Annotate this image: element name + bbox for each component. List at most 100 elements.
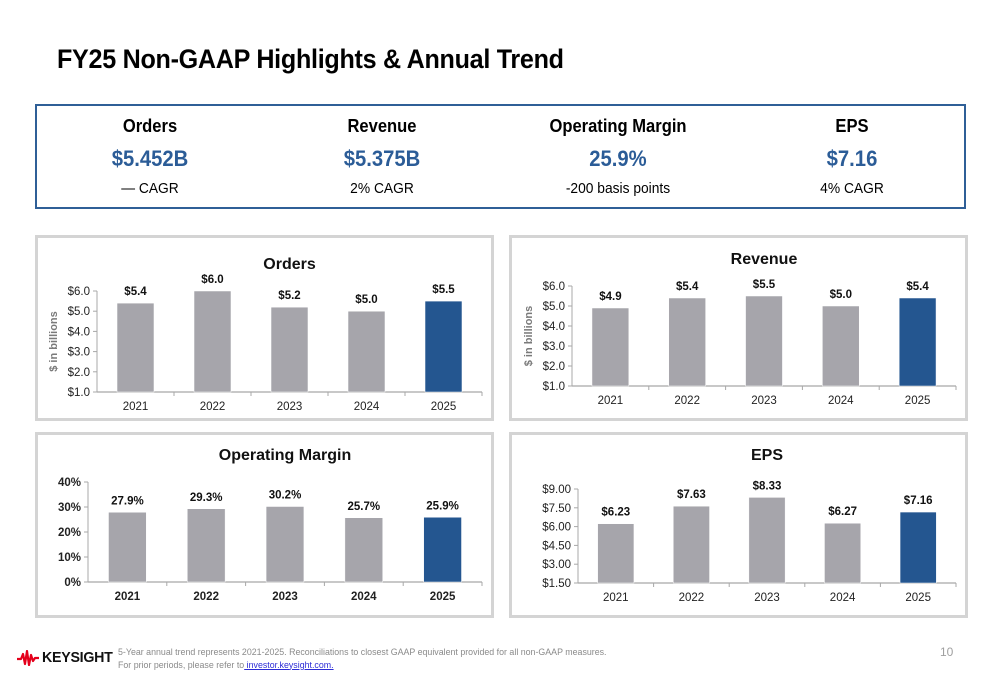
x-tick-label: 2021 [115, 591, 141, 603]
data-label: $5.5 [432, 284, 455, 296]
waveform-icon [17, 649, 39, 666]
y-tick-label: $2.0 [543, 361, 565, 373]
bar-2022 [668, 297, 706, 387]
data-label: $5.0 [830, 289, 852, 301]
data-label: 25.7% [347, 501, 380, 513]
data-label: $8.33 [753, 480, 782, 492]
x-tick-label: 2021 [603, 592, 629, 604]
kpi-subtext: -200 basis points [565, 180, 671, 197]
kpi-value: $7.16 [826, 146, 878, 171]
y-tick-label: $3.0 [68, 347, 90, 359]
y-tick-label: $4.50 [542, 540, 571, 552]
y-tick-label: $4.0 [68, 326, 90, 338]
y-tick-label: $3.0 [543, 341, 565, 353]
kpi-subtext: 2% CAGR [350, 180, 414, 197]
y-tick-label: 0% [64, 577, 81, 589]
x-tick-label: 2022 [674, 395, 700, 407]
data-label: $5.2 [278, 290, 300, 302]
x-tick-label: 2025 [430, 591, 456, 603]
footnote-line-1: 5-Year annual trend represents 2021-2025… [118, 647, 607, 658]
kpi-summary-box: Orders $5.452B — CAGR Revenue $5.375B 2%… [35, 104, 966, 209]
bar-2025 [423, 517, 462, 583]
y-tick-label: $1.0 [68, 387, 90, 399]
data-label: $6.27 [828, 506, 857, 518]
bar-2024 [822, 305, 860, 387]
y-tick-label: $4.0 [543, 321, 565, 333]
y-tick-label: 40% [58, 477, 81, 489]
bar-2021 [116, 302, 155, 393]
revenue-chart: Revenue $ in billions $1.0 $2.0 $3.0 $4.0 $5.0… [523, 251, 957, 407]
data-label: $5.5 [753, 279, 776, 291]
bar-2022 [673, 505, 710, 584]
y-axis-label: $ in billions [523, 306, 535, 367]
bar-2021 [597, 523, 635, 584]
y-tick-label: $2.0 [68, 367, 90, 379]
kpi-subtext: — CAGR [121, 180, 179, 197]
page-title: FY25 Non-GAAP Highlights & Annual Trend [57, 44, 564, 74]
bar-2024 [347, 310, 386, 393]
eps-chart: EPS $1.50 $3.00 $4.50 $6.00 $7.50 $9.00 $6.23 20… [542, 447, 957, 604]
y-tick-label: $3.00 [542, 559, 571, 571]
bar-2022 [193, 290, 232, 393]
data-label: $7.16 [904, 495, 933, 507]
kpi-subtext: 4% CAGR [820, 180, 884, 197]
y-axis-label: $ in billions [48, 311, 60, 372]
y-tick-label: $5.0 [543, 301, 565, 313]
y-tick-label: 10% [58, 552, 81, 564]
y-tick-label: $5.0 [68, 306, 90, 318]
x-tick-label: 2025 [905, 395, 931, 407]
x-tick-label: 2023 [754, 592, 780, 604]
chart-title: Revenue [731, 251, 798, 268]
kpi-value: $5.375B [343, 146, 421, 171]
footnote-line-2: For prior periods, please refer to inves… [118, 660, 607, 673]
data-label: $5.4 [676, 281, 699, 293]
bar-2023 [745, 295, 783, 387]
keysight-logo: KEYSIGHT [17, 649, 116, 666]
y-tick-label: $1.50 [542, 578, 571, 590]
bar-2024 [344, 517, 383, 583]
y-tick-label: $9.00 [542, 484, 571, 496]
x-tick-label: 2024 [351, 591, 377, 603]
bar-2023 [270, 306, 309, 393]
x-tick-label: 2022 [200, 401, 226, 413]
x-tick-label: 2023 [277, 401, 303, 413]
x-tick-label: 2022 [679, 592, 705, 604]
kpi-label: Operating Margin [549, 116, 687, 136]
x-tick-label: 2025 [905, 592, 931, 604]
bar-2023 [265, 506, 305, 583]
bar-2021 [591, 307, 630, 387]
kpi-value: 25.9% [589, 146, 647, 171]
y-tick-label: $1.0 [543, 381, 565, 393]
x-tick-label: 2024 [830, 592, 856, 604]
kpi-value: $5.452B [111, 146, 189, 171]
bar-2024 [824, 522, 861, 584]
chart-title: EPS [751, 447, 783, 464]
data-label: 25.9% [426, 500, 459, 512]
x-tick-label: 2021 [123, 401, 149, 413]
bar-2025 [898, 297, 937, 387]
chart-title: Orders [263, 256, 316, 273]
investor-link[interactable]: investor.keysight.com. [244, 659, 334, 671]
data-label: $7.63 [677, 489, 706, 501]
data-label: 27.9% [111, 495, 144, 507]
bar-2025 [899, 511, 937, 584]
bar-2023 [748, 497, 786, 584]
bar-2025 [424, 300, 463, 393]
data-label: 30.2% [269, 490, 302, 502]
x-tick-label: 2023 [272, 591, 298, 603]
x-tick-label: 2021 [598, 395, 624, 407]
data-label: $5.0 [355, 294, 377, 306]
kpi-label: EPS [835, 116, 869, 136]
chart-title: Operating Margin [219, 447, 351, 464]
y-tick-label: $6.00 [542, 522, 571, 534]
x-tick-label: 2024 [354, 401, 380, 413]
data-label: 29.3% [190, 492, 223, 504]
x-tick-label: 2023 [751, 395, 777, 407]
operating-margin-chart-panel: Operating Margin 0% 10% 20% 30% 40% 27.9% 2021 2… [35, 432, 494, 618]
revenue-chart-panel: Revenue $ in billions $1.0 $2.0 $3.0 $4.0 $5.0… [509, 235, 968, 421]
kpi-label: Revenue [347, 116, 417, 136]
x-tick-label: 2022 [193, 591, 219, 603]
x-tick-label: 2024 [828, 395, 854, 407]
data-label: $4.9 [599, 291, 621, 303]
bar-2022 [187, 508, 226, 583]
